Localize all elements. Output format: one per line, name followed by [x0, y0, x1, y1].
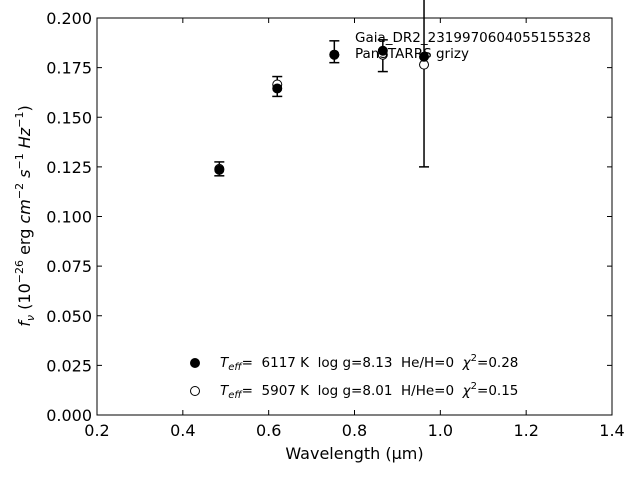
y-tick-label: 0.100 — [46, 208, 92, 227]
legend-marker-filled — [190, 358, 200, 368]
y-tick-label: 0.150 — [46, 108, 92, 127]
data-point-filled — [377, 45, 388, 56]
y-tick-label: 0.125 — [46, 158, 92, 177]
y-tick-label: 0.175 — [46, 59, 92, 78]
y-tick-label: 0.075 — [46, 257, 92, 276]
y-label-exp-26: −26 — [13, 260, 26, 283]
x-tick-label: 0.6 — [256, 421, 281, 440]
y-label-hz: Hz — [15, 127, 34, 153]
x-tick-label: 1.0 — [428, 421, 453, 440]
y-label-nu: ν — [24, 315, 37, 321]
data-point-filled — [329, 49, 340, 60]
legend: Teff= 6117 K log g=8.13 He/H=0 χ2=0.28 T… — [190, 353, 518, 401]
x-tick-label: 0.2 — [84, 421, 109, 440]
y-tick-label: 0.000 — [46, 406, 92, 425]
y-tick-label: 0.025 — [46, 356, 92, 375]
y-label-close: ) — [15, 105, 34, 111]
legend-label-open: Teff= 5907 K log g=8.01 H/He=0 χ2=0.15 — [220, 381, 518, 401]
y-tick-label: 0.200 — [46, 9, 92, 28]
y-tick-label: 0.050 — [46, 307, 92, 326]
y-axis-label: fν (10−26 erg cm−2 s−1 Hz−1) — [13, 105, 37, 326]
x-axis-label: Wavelength (μm) — [285, 444, 423, 463]
legend-marker-open — [190, 386, 200, 396]
markers-layer — [214, 45, 430, 175]
y-label-exp-cm: −2 — [13, 183, 26, 199]
y-label-s: s — [15, 170, 34, 183]
x-tick-label: 0.4 — [170, 421, 195, 440]
data-point-filled — [214, 164, 225, 175]
legend-label-filled: Teff= 6117 K log g=8.13 He/H=0 χ2=0.28 — [220, 353, 518, 373]
y-label-exp-s: −1 — [13, 153, 26, 169]
x-tick-label: 1.2 — [513, 421, 538, 440]
annotation-survey: PanSTARRS grizy — [355, 46, 469, 62]
y-label-f: f — [15, 319, 34, 327]
x-tick-label: 1.4 — [599, 421, 624, 440]
error-bars-layer — [214, 0, 430, 177]
x-ticks: 0.2 0.4 0.6 0.8 1.0 1.2 1.4 — [84, 18, 625, 440]
y-label-open: (10 — [15, 283, 34, 315]
data-point-filled — [419, 51, 430, 62]
y-label-exp-hz: −1 — [13, 112, 26, 128]
y-label-cm: cm — [15, 199, 34, 223]
y-label-erg: erg — [15, 224, 34, 260]
y-ticks: 0.000 0.025 0.050 0.075 0.100 0.125 0.150 0.175… — [46, 9, 612, 425]
x-tick-label: 0.8 — [342, 421, 367, 440]
data-point-filled — [272, 83, 283, 94]
annotation-star-id: Gaia_DR2_2319970604055155328 — [355, 30, 591, 46]
